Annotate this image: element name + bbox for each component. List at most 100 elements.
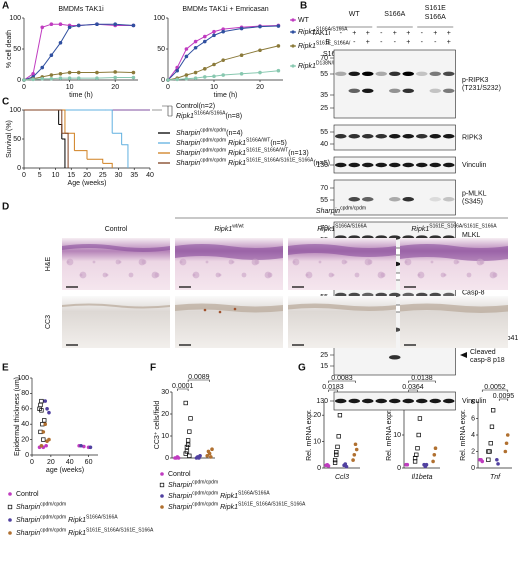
- blot-band: [375, 71, 388, 77]
- legend-label: Ripk1S161E_S166A/: [298, 41, 351, 50]
- blot-band: [348, 134, 361, 139]
- x-tick-label: 15: [67, 172, 75, 179]
- x-tick-label: 10: [66, 84, 74, 91]
- y-tick-label: 10: [393, 432, 401, 439]
- protein-label: Cleaved: [470, 349, 496, 356]
- p-value: 0.0089: [188, 374, 210, 381]
- x-tick-label: 35: [130, 172, 138, 179]
- y-axis-label: Survival (%): [6, 120, 13, 158]
- series-line: [23, 23, 134, 81]
- blot-band: [402, 197, 415, 202]
- superscript: cpdm/cpdm: [40, 515, 66, 521]
- survival-step: [64, 132, 75, 151]
- legend-swatch: [291, 64, 295, 68]
- x-axis-label: Tnf: [490, 474, 501, 481]
- y-tick-label: 0: [471, 465, 475, 472]
- data-point: [47, 437, 51, 442]
- superscript: S161E_S166A/WT: [246, 148, 288, 154]
- genotype-label: S166A: [425, 14, 446, 21]
- condition-sign: +: [406, 30, 410, 37]
- n-label: (n=5): [313, 160, 330, 167]
- label-part: Ripk1: [226, 140, 246, 147]
- tissue-texture: [192, 271, 200, 279]
- epidermis: [62, 244, 170, 252]
- data-point: [76, 23, 81, 28]
- size-marker: 25: [320, 352, 328, 359]
- y-tick-label: 30: [161, 389, 169, 396]
- column-header: Control: [105, 226, 128, 233]
- blot-band: [361, 88, 374, 94]
- data-point: [415, 446, 420, 451]
- y-tick-label: 20: [161, 411, 169, 418]
- legend-swatch: [7, 504, 13, 510]
- tissue-texture: [341, 259, 347, 265]
- condition-sign: +: [447, 30, 451, 37]
- superscript: cpdm/cpdm: [40, 502, 66, 508]
- data-point: [31, 72, 35, 76]
- superscript: cpdm/cpdm: [40, 528, 66, 534]
- data-point: [276, 68, 281, 73]
- label-part: Ripk1: [298, 29, 316, 36]
- blot-band: [429, 88, 442, 94]
- blot-band: [334, 71, 347, 77]
- legend-swatch: [160, 505, 164, 509]
- size-marker: 70: [320, 185, 328, 192]
- data-point: [335, 444, 340, 450]
- data-point: [334, 450, 339, 455]
- condition-sign: +: [393, 30, 397, 37]
- blot-band: [402, 398, 415, 404]
- tissue-texture: [440, 272, 446, 278]
- size-marker: 70: [320, 225, 328, 232]
- blot-band: [442, 398, 455, 404]
- label-part: Ripk1: [218, 493, 238, 500]
- x-axis-label: Il1beta: [411, 474, 432, 481]
- genotype-label: S161E: [425, 5, 446, 12]
- label-part: Sharpin: [16, 517, 40, 524]
- blot-band: [415, 134, 428, 139]
- data-point: [221, 73, 225, 77]
- data-point: [43, 399, 47, 403]
- series-line: [167, 70, 279, 81]
- superscript: S166A/S166A: [86, 515, 118, 521]
- label-part: Control: [176, 103, 199, 110]
- data-point: [44, 443, 48, 448]
- x-axis-label: age (weeks): [46, 467, 84, 474]
- data-point: [113, 70, 117, 74]
- blot-band: [348, 162, 361, 168]
- data-point: [41, 430, 46, 434]
- data-point: [209, 455, 213, 459]
- condition-sign: -: [340, 39, 343, 46]
- data-point: [203, 39, 207, 44]
- data-point: [40, 76, 45, 81]
- x-tick-label: 40: [66, 459, 74, 466]
- data-point: [39, 398, 44, 404]
- column-header: Ripk1S166A/S166A: [317, 224, 367, 233]
- blot-band: [361, 398, 374, 404]
- x-tick-label: 40: [146, 172, 154, 179]
- survival-step: [105, 109, 113, 134]
- tissue-texture: [79, 271, 87, 279]
- series-line: [167, 25, 279, 81]
- superscript: S166A/S166A: [238, 491, 270, 497]
- data-point: [131, 75, 136, 80]
- data-point: [185, 442, 191, 447]
- superscript: S161E_S166A/S161E_S166A: [429, 224, 497, 230]
- data-point: [351, 458, 355, 462]
- data-point: [184, 444, 190, 450]
- tissue-texture: [430, 260, 434, 264]
- p-value: 0.0001: [172, 383, 194, 390]
- data-point: [198, 454, 202, 458]
- survival-step: [112, 132, 123, 145]
- tissue-texture: [443, 273, 447, 277]
- significance-bracket: [408, 389, 418, 392]
- panel-letter: A: [2, 1, 9, 12]
- legend-label: Sharpincpdm/cpdm: [168, 480, 218, 489]
- y-tick-label: 100: [9, 15, 21, 22]
- legend-label: Sharpincpdm/cpdm: [16, 502, 66, 511]
- y-tick-label: 50: [13, 46, 21, 53]
- superscript: S161E_S166A/: [316, 41, 351, 47]
- data-point: [352, 453, 357, 457]
- data-point: [47, 410, 51, 415]
- epidermis: [400, 244, 508, 261]
